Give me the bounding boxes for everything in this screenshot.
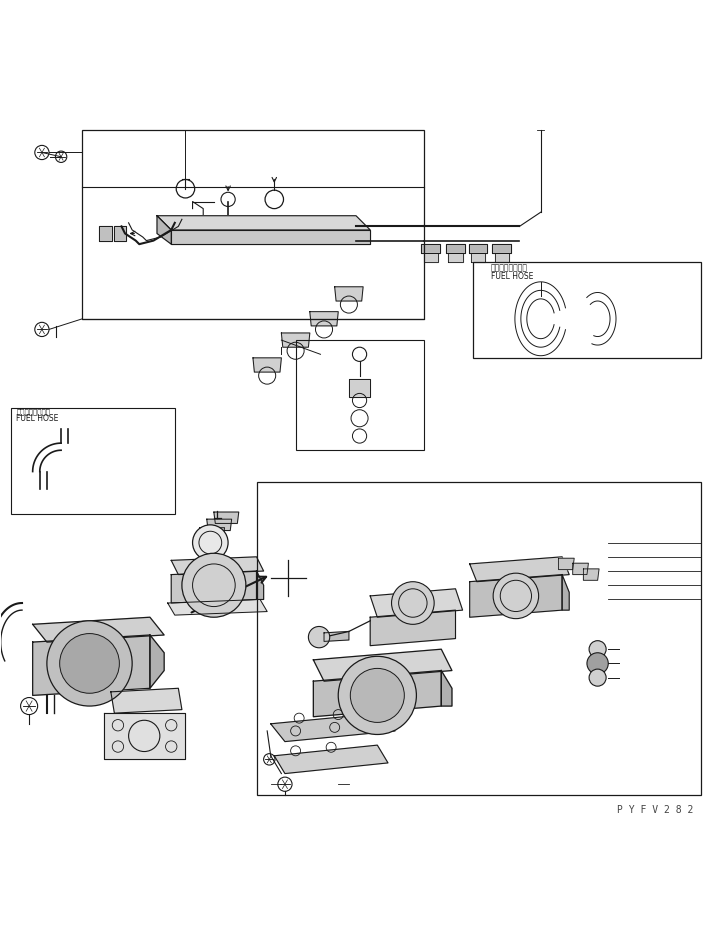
Polygon shape <box>214 512 239 523</box>
Text: FUEL HOSE: FUEL HOSE <box>491 272 533 281</box>
Polygon shape <box>172 557 263 575</box>
Polygon shape <box>495 254 509 262</box>
Bar <box>295 340 424 450</box>
Polygon shape <box>335 286 363 301</box>
Polygon shape <box>424 254 438 262</box>
Polygon shape <box>104 713 185 759</box>
Polygon shape <box>310 312 338 326</box>
Polygon shape <box>562 575 569 610</box>
Polygon shape <box>446 244 465 254</box>
Polygon shape <box>370 610 456 646</box>
Polygon shape <box>470 557 569 581</box>
Circle shape <box>350 668 404 723</box>
Text: フュ－エルホ－ス: フュ－エルホ－ス <box>16 408 51 415</box>
Polygon shape <box>441 670 452 706</box>
Polygon shape <box>114 227 127 241</box>
Polygon shape <box>168 599 267 615</box>
Polygon shape <box>370 589 463 617</box>
Polygon shape <box>271 713 395 741</box>
Polygon shape <box>33 617 164 642</box>
Polygon shape <box>349 379 370 397</box>
Polygon shape <box>33 635 150 695</box>
Polygon shape <box>324 632 349 641</box>
Circle shape <box>192 525 228 561</box>
Polygon shape <box>172 571 256 603</box>
Polygon shape <box>558 558 574 570</box>
Circle shape <box>338 656 417 735</box>
Polygon shape <box>313 670 441 717</box>
Polygon shape <box>572 563 588 575</box>
Polygon shape <box>471 254 486 262</box>
Polygon shape <box>172 230 370 244</box>
Circle shape <box>47 621 132 706</box>
Polygon shape <box>157 215 172 244</box>
Circle shape <box>589 669 606 686</box>
Polygon shape <box>469 244 488 254</box>
Bar <box>83 130 424 319</box>
Polygon shape <box>470 575 562 617</box>
Bar <box>256 482 701 795</box>
Polygon shape <box>253 358 281 373</box>
Polygon shape <box>157 215 370 230</box>
Bar <box>473 262 701 358</box>
Circle shape <box>589 640 606 658</box>
Polygon shape <box>100 227 112 241</box>
Circle shape <box>493 573 538 619</box>
Polygon shape <box>256 571 263 599</box>
Bar <box>11 407 174 514</box>
Text: フューエルホース: フューエルホース <box>491 264 528 272</box>
Polygon shape <box>111 688 182 713</box>
Polygon shape <box>281 333 310 347</box>
Circle shape <box>392 581 434 624</box>
Polygon shape <box>449 254 463 262</box>
Circle shape <box>182 553 246 617</box>
Circle shape <box>308 626 330 648</box>
Polygon shape <box>150 635 164 688</box>
Text: P Y F V 2 8 2: P Y F V 2 8 2 <box>617 805 693 814</box>
Polygon shape <box>313 650 452 681</box>
Polygon shape <box>583 569 599 580</box>
Polygon shape <box>199 528 224 539</box>
Polygon shape <box>422 244 440 254</box>
Text: FUEL HOSE: FUEL HOSE <box>16 415 58 423</box>
Circle shape <box>587 652 608 674</box>
Polygon shape <box>206 519 231 531</box>
Polygon shape <box>274 745 388 773</box>
Circle shape <box>60 634 120 694</box>
Polygon shape <box>493 244 511 254</box>
